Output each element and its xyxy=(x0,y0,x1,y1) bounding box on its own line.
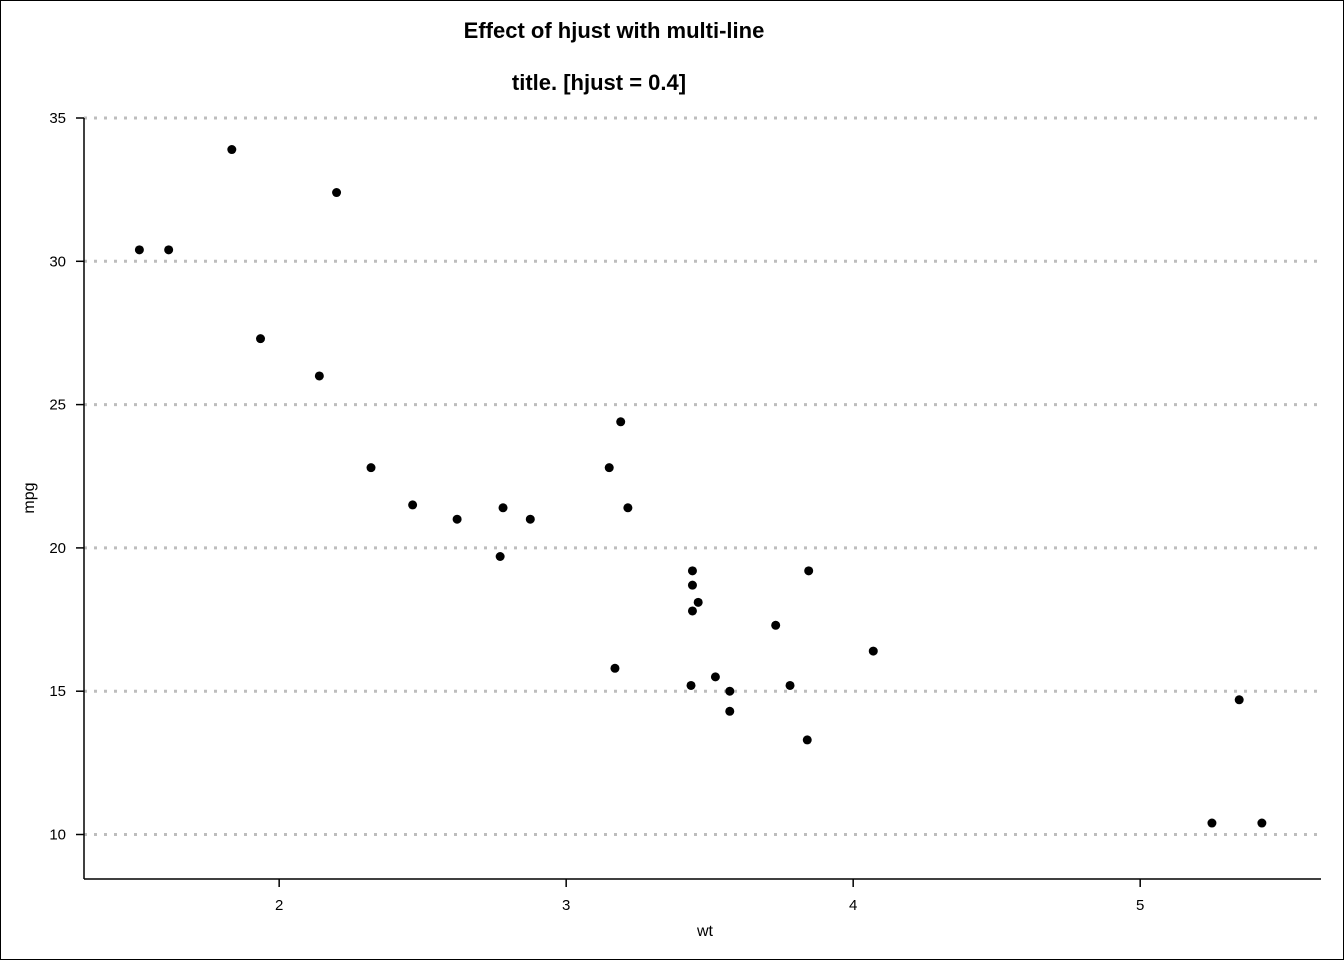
data-point xyxy=(693,597,703,607)
data-point xyxy=(623,503,633,513)
data-point xyxy=(134,245,144,255)
x-tick-label: 4 xyxy=(849,897,857,914)
data-point xyxy=(1257,818,1267,828)
axes xyxy=(83,118,1321,880)
y-tick-label: 20 xyxy=(49,540,66,557)
y-axis-label: mpg xyxy=(21,482,38,513)
data-point xyxy=(408,500,418,510)
data-point xyxy=(802,735,812,745)
data-point xyxy=(366,463,376,473)
data-point xyxy=(725,706,735,716)
data-point xyxy=(710,672,720,682)
data-point xyxy=(256,334,266,344)
x-tick-label: 5 xyxy=(1136,897,1144,914)
data-point xyxy=(1234,695,1244,705)
y-tick-label: 25 xyxy=(49,397,66,414)
data-point xyxy=(1207,818,1217,828)
y-tick-label: 35 xyxy=(49,110,66,127)
data-point xyxy=(687,566,697,576)
x-axis-label: wt xyxy=(696,923,714,940)
data-point xyxy=(332,188,342,198)
data-points xyxy=(134,145,1267,828)
data-point xyxy=(314,371,324,381)
data-point xyxy=(687,580,697,590)
data-point xyxy=(495,552,505,562)
data-point xyxy=(604,463,614,473)
data-point xyxy=(785,680,795,690)
data-point xyxy=(525,514,535,524)
x-tick-label: 2 xyxy=(275,897,283,914)
data-point xyxy=(686,680,696,690)
y-tick-label: 30 xyxy=(49,253,66,270)
data-point xyxy=(610,663,620,673)
data-point xyxy=(164,245,174,255)
chart-title-line-2: title. [hjust = 0.4] xyxy=(512,70,686,95)
data-point xyxy=(804,566,814,576)
data-point xyxy=(616,417,626,427)
x-tick-label: 3 xyxy=(562,897,570,914)
grid-lines xyxy=(84,116,1321,837)
chart-title-line-1: Effect of hjust with multi-line xyxy=(464,18,765,43)
data-point xyxy=(771,620,781,630)
data-point xyxy=(725,686,735,696)
y-ticks: 10 15 20 25 30 35 xyxy=(49,110,84,844)
data-point xyxy=(452,514,462,524)
y-tick-label: 10 xyxy=(49,827,66,844)
y-tick-label: 15 xyxy=(49,683,66,700)
data-point xyxy=(687,606,697,616)
x-ticks: 2 3 4 5 xyxy=(275,879,1144,914)
data-point xyxy=(498,503,508,513)
data-point xyxy=(868,646,878,656)
data-point xyxy=(227,145,237,155)
